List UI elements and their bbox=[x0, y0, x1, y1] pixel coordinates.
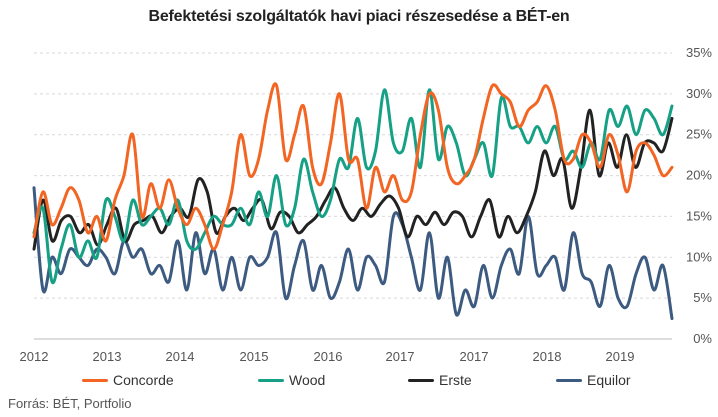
y-tick-label: 20% bbox=[686, 168, 712, 183]
x-tick-label: 2013 bbox=[93, 349, 122, 364]
line-chart: 0%5%10%15%20%25%30%35% 2012 2013 2014 2015 2… bbox=[20, 45, 713, 364]
legend-item-equilor: Equilor bbox=[556, 372, 631, 388]
legend-swatch-equilor bbox=[556, 378, 582, 382]
y-tick-label: 30% bbox=[686, 86, 712, 101]
x-tick-label: 2017 bbox=[460, 349, 489, 364]
y-tick-label: 5% bbox=[693, 290, 712, 305]
legend-swatch-wood bbox=[258, 378, 284, 382]
legend: Concorde Wood Erste Equilor bbox=[0, 372, 718, 390]
series-line-equilor bbox=[32, 186, 674, 321]
series-lines bbox=[32, 82, 674, 321]
series-line-concorde bbox=[32, 82, 674, 251]
y-tick-label: 25% bbox=[686, 127, 712, 142]
source-note: Forrás: BÉT, Portfolio bbox=[8, 396, 132, 411]
x-tick-label: 2012 bbox=[20, 349, 49, 364]
legend-swatch-concorde bbox=[82, 378, 108, 382]
legend-label: Erste bbox=[439, 372, 472, 388]
y-axis-ticks: 0% 5% 10% 15% 20% 25% 30% 35% bbox=[686, 45, 712, 346]
x-tick-label: 2016 bbox=[314, 349, 343, 364]
chart-title: Befektetési szolgáltatók havi piaci rész… bbox=[148, 8, 570, 25]
y-tick-label: 10% bbox=[686, 249, 712, 264]
x-tick-label: 2017 bbox=[386, 349, 415, 364]
x-tick-label: 2015 bbox=[240, 349, 269, 364]
x-tick-label: 2019 bbox=[606, 349, 635, 364]
legend-label: Concorde bbox=[113, 372, 174, 388]
legend-label: Wood bbox=[289, 372, 326, 388]
legend-item-concorde: Concorde bbox=[82, 372, 174, 388]
legend-item-erste: Erste bbox=[408, 372, 472, 388]
y-tick-label: 35% bbox=[686, 45, 712, 60]
x-tick-label: 2014 bbox=[166, 349, 195, 364]
legend-swatch-erste bbox=[408, 378, 434, 382]
y-tick-label: 0% bbox=[693, 331, 712, 346]
legend-item-wood: Wood bbox=[258, 372, 325, 388]
x-tick-label: 2018 bbox=[533, 349, 562, 364]
legend-label: Equilor bbox=[587, 372, 631, 388]
y-tick-label: 15% bbox=[686, 208, 712, 223]
x-axis-ticks: 2012 2013 2014 2015 2016 2017 2017 2018 2019 bbox=[20, 349, 635, 364]
